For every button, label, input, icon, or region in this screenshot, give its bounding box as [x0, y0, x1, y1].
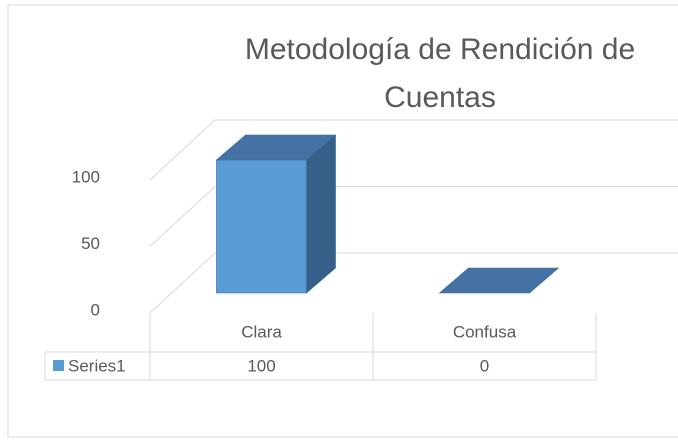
legend-swatch — [53, 360, 64, 371]
grid-line — [149, 186, 678, 247]
grid-line — [149, 252, 678, 314]
chart-title: Metodología de Rendición de Cuentas — [244, 33, 636, 114]
bar — [215, 134, 337, 294]
bar — [438, 267, 560, 294]
bar-top — [438, 267, 560, 294]
bar-side — [306, 134, 336, 294]
y-tick-label: 100 — [72, 167, 100, 186]
bar-front — [216, 159, 307, 294]
table-value: 100 — [247, 356, 275, 375]
x-tick-label: Clara — [241, 322, 282, 341]
x-tick-label: Confusa — [453, 322, 517, 341]
table-value: 0 — [480, 356, 489, 375]
grid-line — [149, 119, 678, 181]
bar-top — [215, 134, 337, 161]
chart-border — [7, 4, 678, 438]
y-tick-label: 0 — [91, 300, 100, 319]
legend-label: Series1 — [68, 356, 126, 375]
y-tick-label: 50 — [81, 234, 100, 253]
